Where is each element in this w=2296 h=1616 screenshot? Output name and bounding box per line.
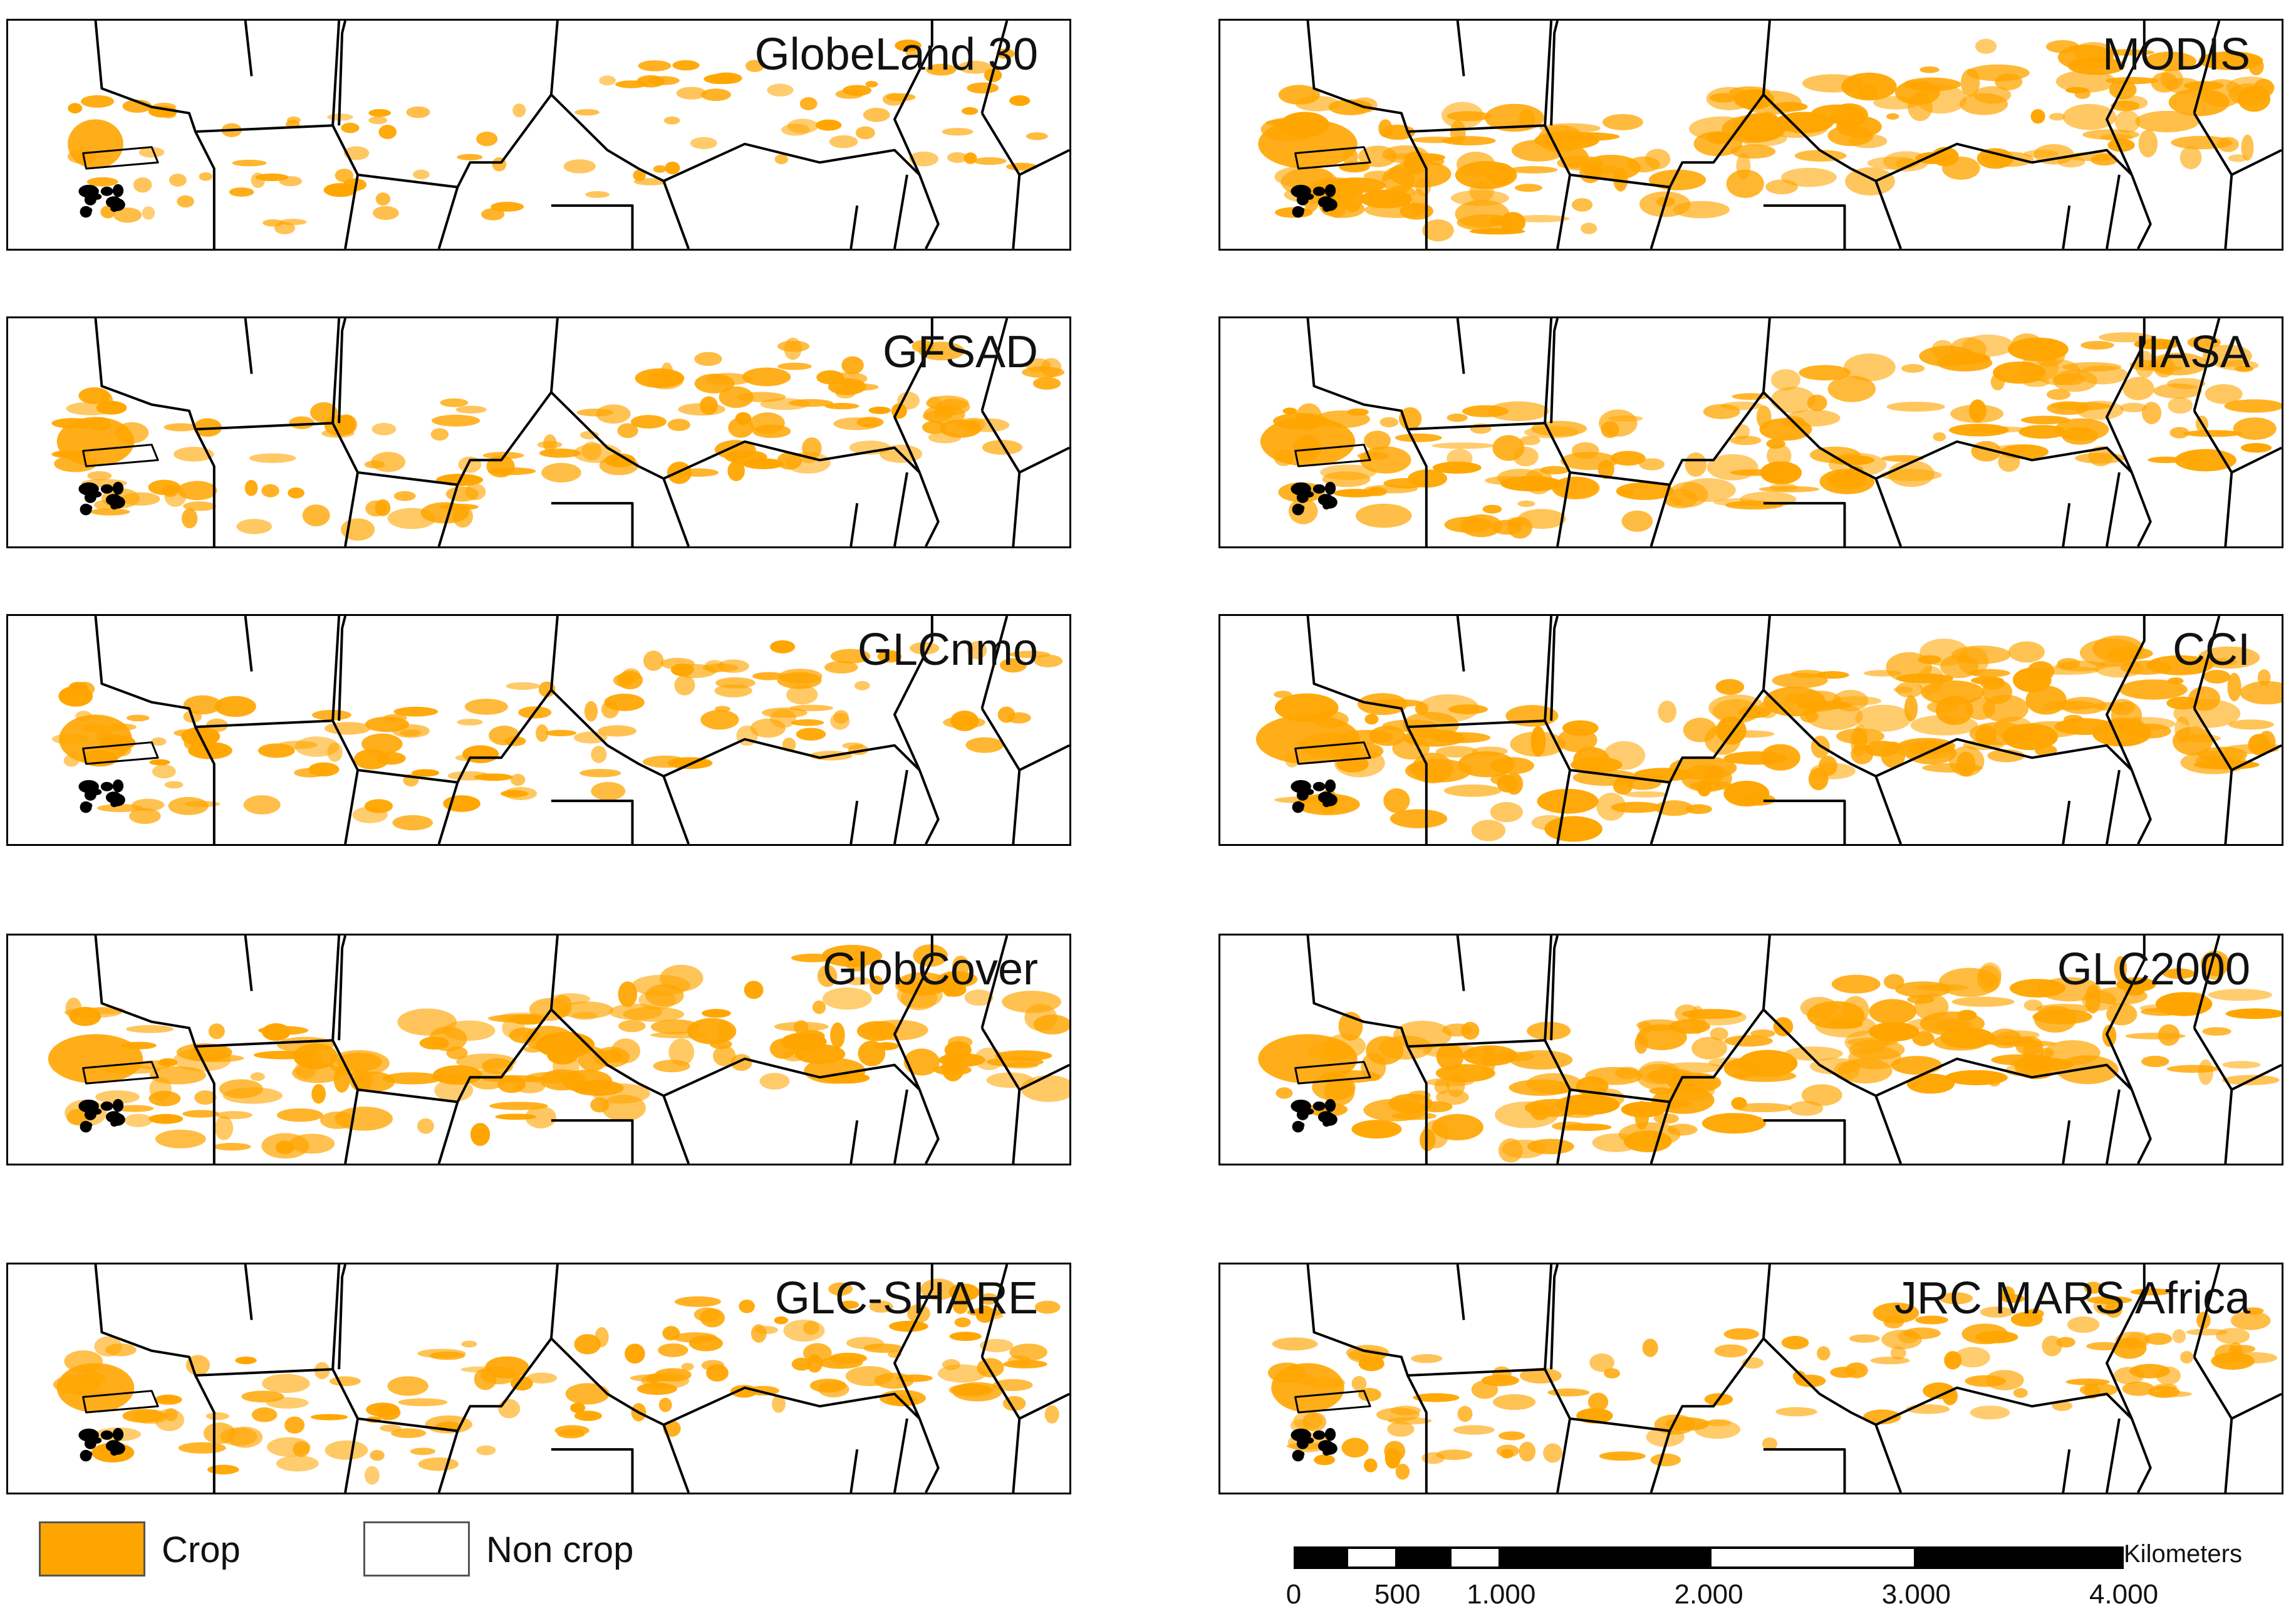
coastal-islands [78, 1427, 125, 1462]
map-panel: GLC-SHARE [6, 1263, 1071, 1494]
panel-title: GlobCover [822, 944, 1038, 994]
scale-tick-label: 500 [1374, 1579, 1421, 1610]
scale-bar: Kilometers 0 500 1.000 2.000 3.000 4.000 [1286, 1540, 2242, 1615]
panel-title: MODIS [2102, 29, 2250, 80]
map-panel: GFSAD [6, 316, 1071, 548]
map-canvas [1260, 318, 2282, 546]
coastal-islands [78, 481, 125, 516]
scale-unit-label: Kilometers [2124, 1540, 2242, 1568]
country-borders [1294, 318, 2282, 546]
country-borders [1294, 616, 2282, 844]
map-canvas [51, 616, 1069, 844]
scale-tick-label: 3.000 [1881, 1579, 1951, 1610]
scale-segment [1397, 1546, 1450, 1569]
country-borders [1294, 1264, 2282, 1493]
map-panel: CCI [1218, 614, 2283, 846]
map-canvas [48, 936, 1069, 1164]
scale-segment [1916, 1546, 2124, 1569]
map-panel: JRC MARS Africa [1218, 1263, 2283, 1494]
panel-title: JRC MARS Africa [1894, 1273, 2250, 1323]
scale-segment [1345, 1546, 1398, 1569]
map-canvas [67, 21, 1069, 249]
map-panel: IIASA [1218, 316, 2283, 548]
map-canvas [1255, 616, 2282, 844]
coastal-islands [78, 779, 125, 813]
coastal-islands [78, 184, 125, 218]
country-borders [1294, 936, 2282, 1164]
scale-segment [1501, 1546, 1709, 1569]
crop-areas [1258, 951, 2282, 1163]
crop-areas [1260, 332, 2282, 539]
panel-title: GLC2000 [2057, 944, 2250, 994]
country-borders [82, 1264, 1069, 1493]
crop-areas [67, 39, 1048, 234]
scale-segment [1708, 1546, 1916, 1569]
map-panel: GLCnmo [6, 614, 1071, 846]
coastal-islands [1291, 481, 1338, 516]
coastal-islands [1291, 184, 1338, 218]
crop-swatch [39, 1521, 145, 1577]
map-canvas [51, 318, 1069, 546]
crop-areas [1268, 1281, 2278, 1480]
scale-segment [1449, 1546, 1502, 1569]
panel-title: GLC-SHARE [774, 1273, 1038, 1323]
map-canvas [53, 1264, 1069, 1493]
panel-title: GlobeLand 30 [754, 29, 1038, 80]
map-canvas [1258, 936, 2282, 1164]
crop-areas [51, 337, 1065, 541]
country-borders [82, 616, 1069, 844]
country-borders [1294, 21, 2282, 249]
legend-crop-label: Crop [162, 1530, 241, 1570]
legend-noncrop-label: Non crop [486, 1530, 634, 1570]
country-borders [82, 318, 1069, 546]
panel-title: GFSAD [882, 327, 1038, 377]
country-borders [82, 936, 1069, 1164]
coastal-islands [1291, 779, 1338, 813]
map-panel: GlobeLand 30 [6, 19, 1071, 251]
panel-title: IIASA [2134, 327, 2250, 377]
coastal-islands [1291, 1098, 1338, 1133]
noncrop-swatch [363, 1521, 470, 1577]
crop-areas [53, 1278, 1061, 1485]
country-borders [82, 21, 1069, 249]
map-panel: GlobCover [6, 934, 1071, 1165]
scale-tick-label: 2.000 [1674, 1579, 1743, 1610]
coastal-islands [1291, 1427, 1338, 1462]
scale-tick-label: 4.000 [2089, 1579, 2159, 1610]
scale-tick-label: 0 [1286, 1579, 1302, 1610]
map-panel: MODIS [1218, 19, 2283, 251]
crop-areas [1258, 39, 2275, 242]
crop-areas [1255, 635, 2282, 842]
scale-segment [1294, 1546, 1346, 1569]
map-canvas [1258, 21, 2282, 249]
panel-title: CCI [2173, 625, 2250, 675]
panel-title: GLCnmo [857, 625, 1038, 675]
coastal-islands [78, 1098, 125, 1133]
map-canvas [1268, 1264, 2282, 1493]
map-panel: GLC2000 [1218, 934, 2283, 1165]
scale-tick-label: 1.000 [1467, 1579, 1536, 1610]
